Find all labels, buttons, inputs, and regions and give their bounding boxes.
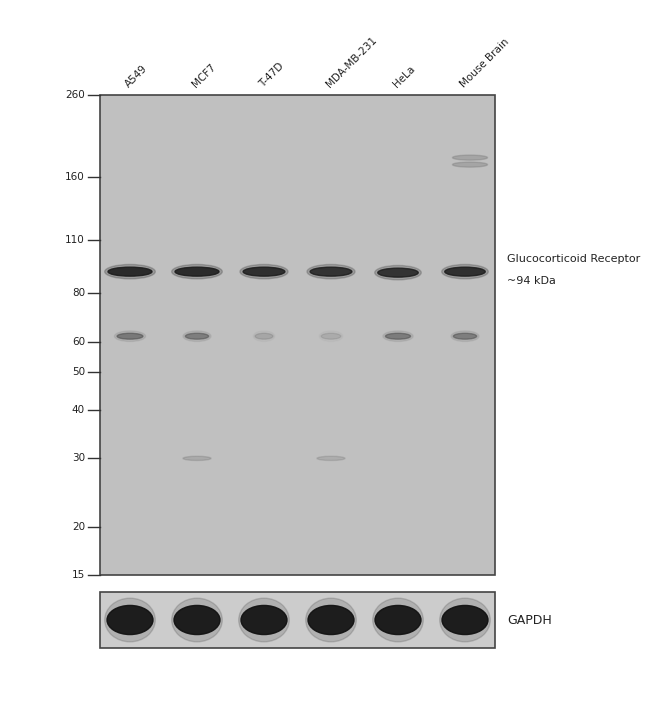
Ellipse shape bbox=[452, 155, 488, 160]
Ellipse shape bbox=[255, 333, 273, 339]
Ellipse shape bbox=[240, 265, 288, 279]
Ellipse shape bbox=[172, 265, 222, 279]
Ellipse shape bbox=[185, 333, 209, 339]
Ellipse shape bbox=[307, 265, 355, 279]
Text: MCF7: MCF7 bbox=[190, 61, 217, 89]
Text: 50: 50 bbox=[72, 367, 85, 378]
Ellipse shape bbox=[308, 606, 354, 635]
Text: A549: A549 bbox=[123, 63, 149, 89]
Ellipse shape bbox=[114, 331, 146, 342]
Ellipse shape bbox=[453, 333, 476, 339]
Bar bbox=[100, 592, 495, 648]
Ellipse shape bbox=[445, 267, 486, 276]
Ellipse shape bbox=[317, 456, 345, 460]
Ellipse shape bbox=[452, 162, 488, 167]
Ellipse shape bbox=[378, 268, 418, 277]
Text: HeLa: HeLa bbox=[391, 64, 417, 89]
Ellipse shape bbox=[239, 598, 289, 642]
Ellipse shape bbox=[241, 606, 287, 635]
Text: Mouse Brain: Mouse Brain bbox=[458, 36, 511, 89]
Text: 20: 20 bbox=[72, 522, 85, 532]
Ellipse shape bbox=[442, 606, 488, 635]
Text: 110: 110 bbox=[65, 234, 85, 245]
Ellipse shape bbox=[310, 267, 352, 276]
Ellipse shape bbox=[383, 331, 413, 342]
Text: GAPDH: GAPDH bbox=[507, 614, 552, 626]
Ellipse shape bbox=[321, 333, 341, 339]
Text: 15: 15 bbox=[72, 570, 85, 580]
Ellipse shape bbox=[372, 598, 423, 642]
Text: MDA-MB-231: MDA-MB-231 bbox=[324, 35, 378, 89]
Ellipse shape bbox=[442, 265, 488, 279]
Text: 160: 160 bbox=[65, 172, 85, 181]
Ellipse shape bbox=[105, 265, 155, 279]
Text: 30: 30 bbox=[72, 453, 85, 463]
Ellipse shape bbox=[451, 331, 479, 342]
Text: T-47D: T-47D bbox=[257, 61, 285, 89]
Ellipse shape bbox=[108, 267, 152, 276]
Text: Glucocorticoid Receptor: Glucocorticoid Receptor bbox=[507, 253, 640, 263]
Ellipse shape bbox=[175, 267, 219, 276]
Bar bbox=[100, 95, 495, 575]
Ellipse shape bbox=[243, 267, 285, 276]
Ellipse shape bbox=[375, 606, 421, 635]
Ellipse shape bbox=[172, 598, 222, 642]
Ellipse shape bbox=[107, 606, 153, 635]
Ellipse shape bbox=[174, 606, 220, 635]
Text: ~94 kDa: ~94 kDa bbox=[507, 275, 556, 286]
Text: 80: 80 bbox=[72, 288, 85, 299]
Ellipse shape bbox=[374, 265, 421, 280]
Ellipse shape bbox=[306, 598, 356, 642]
Text: 40: 40 bbox=[72, 405, 85, 415]
Ellipse shape bbox=[183, 456, 211, 460]
Ellipse shape bbox=[183, 331, 211, 342]
Ellipse shape bbox=[439, 598, 490, 642]
Text: 60: 60 bbox=[72, 337, 85, 347]
Text: 260: 260 bbox=[65, 90, 85, 100]
Ellipse shape bbox=[117, 333, 143, 339]
Ellipse shape bbox=[385, 333, 411, 339]
Ellipse shape bbox=[105, 598, 155, 642]
